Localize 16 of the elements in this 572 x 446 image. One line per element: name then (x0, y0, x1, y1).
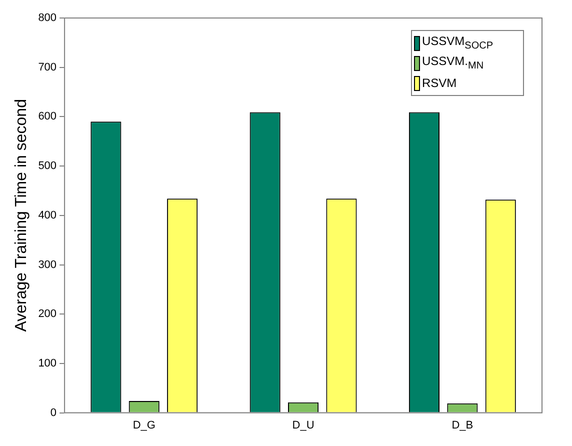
y-tick-label: 100 (38, 357, 57, 370)
legend-label: USSVM.$_{MN}$ (422, 54, 484, 72)
legend-label: RSVM (422, 76, 457, 90)
x-tick-label: D_U (292, 419, 314, 432)
x-tick-label: D_B (452, 419, 474, 432)
y-axis-title: Average Training Time in second (13, 99, 30, 332)
y-tick-label: 300 (38, 258, 57, 271)
y-tick-label: 600 (38, 110, 57, 123)
y-tick-label: 0 (50, 406, 57, 419)
y-tick-label: 500 (38, 160, 57, 172)
y-tick-label: 200 (38, 308, 57, 320)
x-tick-label: D_G (132, 419, 156, 432)
y-tick-label: 700 (38, 61, 57, 74)
y-tick-label: 400 (38, 209, 57, 222)
y-tick-label: 800 (38, 12, 57, 24)
legend-label: USSVM$_{SOCP}$ (422, 34, 493, 52)
